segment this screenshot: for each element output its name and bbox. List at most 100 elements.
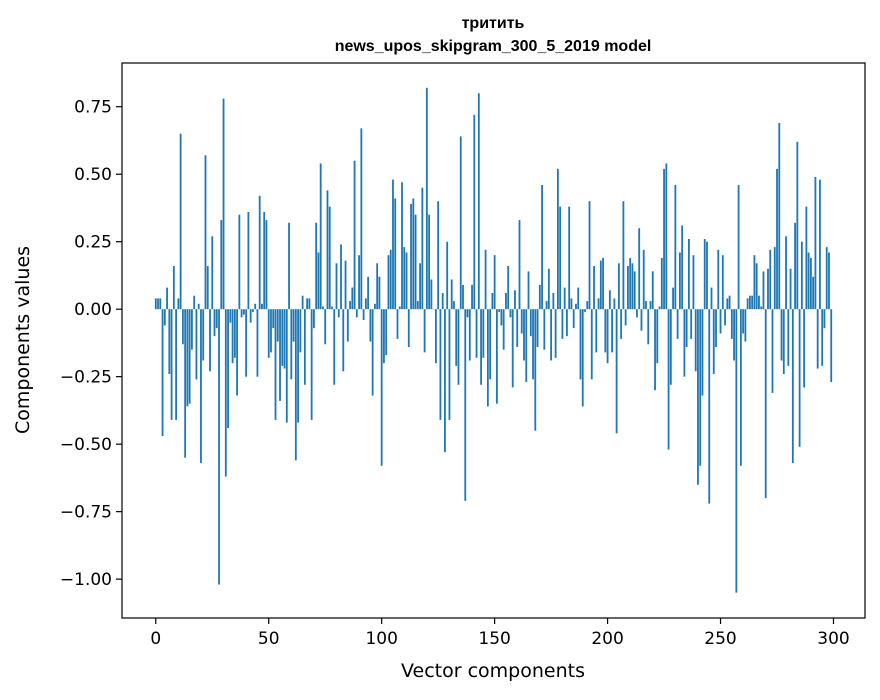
bar xyxy=(394,199,396,310)
bar xyxy=(498,309,500,312)
bar xyxy=(261,304,263,309)
bar xyxy=(521,309,523,333)
bar xyxy=(372,309,374,395)
bar xyxy=(819,180,821,310)
bar xyxy=(259,196,261,309)
bar xyxy=(189,309,191,403)
bar xyxy=(205,155,207,309)
bar xyxy=(207,266,209,309)
bar xyxy=(187,309,189,406)
bar xyxy=(607,309,609,363)
bar xyxy=(564,288,566,310)
bar xyxy=(491,293,493,309)
bar xyxy=(815,177,817,309)
bar xyxy=(476,309,478,358)
bar xyxy=(157,298,159,309)
bar xyxy=(220,220,222,309)
bar xyxy=(419,263,421,309)
bar xyxy=(369,309,371,341)
bar xyxy=(573,309,575,328)
bar xyxy=(336,263,338,309)
bar xyxy=(742,309,744,333)
bar xyxy=(392,180,394,310)
bar xyxy=(367,277,369,309)
bar xyxy=(236,309,238,395)
x-tick-label: 200 xyxy=(591,629,623,649)
bar xyxy=(713,309,715,374)
bar xyxy=(455,309,457,366)
bar xyxy=(426,88,428,309)
bar xyxy=(417,301,419,309)
bar xyxy=(747,298,749,309)
bar xyxy=(288,223,290,309)
bar xyxy=(467,309,469,317)
bar xyxy=(568,207,570,310)
y-tick-label: −0.75 xyxy=(60,503,112,523)
bar xyxy=(785,236,787,309)
bar xyxy=(830,309,832,382)
bar xyxy=(670,309,672,385)
bar xyxy=(390,250,392,309)
bar xyxy=(643,250,645,309)
bar xyxy=(613,298,615,309)
bar xyxy=(699,309,701,466)
bar xyxy=(505,293,507,309)
bar xyxy=(247,212,249,309)
bar xyxy=(604,309,606,352)
bar xyxy=(519,220,521,309)
bar xyxy=(706,242,708,309)
bar xyxy=(618,263,620,309)
bar xyxy=(629,258,631,309)
bar xyxy=(638,228,640,309)
bar xyxy=(451,279,453,309)
bar xyxy=(216,309,218,328)
bar xyxy=(494,255,496,309)
bar xyxy=(200,309,202,463)
bar xyxy=(824,309,826,328)
bar xyxy=(175,309,177,420)
bar xyxy=(724,309,726,325)
bar xyxy=(772,309,774,393)
bar xyxy=(711,288,713,310)
bar xyxy=(345,261,347,310)
bar xyxy=(446,242,448,309)
bar xyxy=(546,301,548,309)
bar xyxy=(365,298,367,309)
bar xyxy=(340,244,342,309)
bar xyxy=(462,285,464,309)
bar xyxy=(744,309,746,341)
bar xyxy=(767,269,769,309)
bar xyxy=(683,309,685,376)
x-tick-label: 250 xyxy=(704,629,736,649)
bar xyxy=(471,285,473,309)
bar xyxy=(180,134,182,309)
bar xyxy=(489,309,491,379)
bar xyxy=(656,309,658,363)
bar xyxy=(632,263,634,309)
bar xyxy=(523,309,525,360)
bar xyxy=(315,223,317,309)
bar xyxy=(609,290,611,309)
bar xyxy=(537,309,539,347)
bar xyxy=(241,309,243,317)
bar xyxy=(652,271,654,309)
bar xyxy=(460,136,462,309)
bar xyxy=(586,301,588,309)
bar xyxy=(449,309,451,420)
bar xyxy=(232,309,234,363)
bar xyxy=(765,309,767,498)
y-tick-label: 0.50 xyxy=(74,165,112,185)
bar xyxy=(297,309,299,422)
bar xyxy=(281,309,283,366)
bar xyxy=(577,288,579,310)
bar xyxy=(415,215,417,309)
bar xyxy=(541,185,543,309)
bar xyxy=(198,304,200,309)
bar xyxy=(672,288,674,310)
bar xyxy=(399,306,401,309)
bar xyxy=(243,309,245,314)
bar xyxy=(539,285,541,309)
bar xyxy=(647,309,649,344)
bar xyxy=(223,99,225,310)
